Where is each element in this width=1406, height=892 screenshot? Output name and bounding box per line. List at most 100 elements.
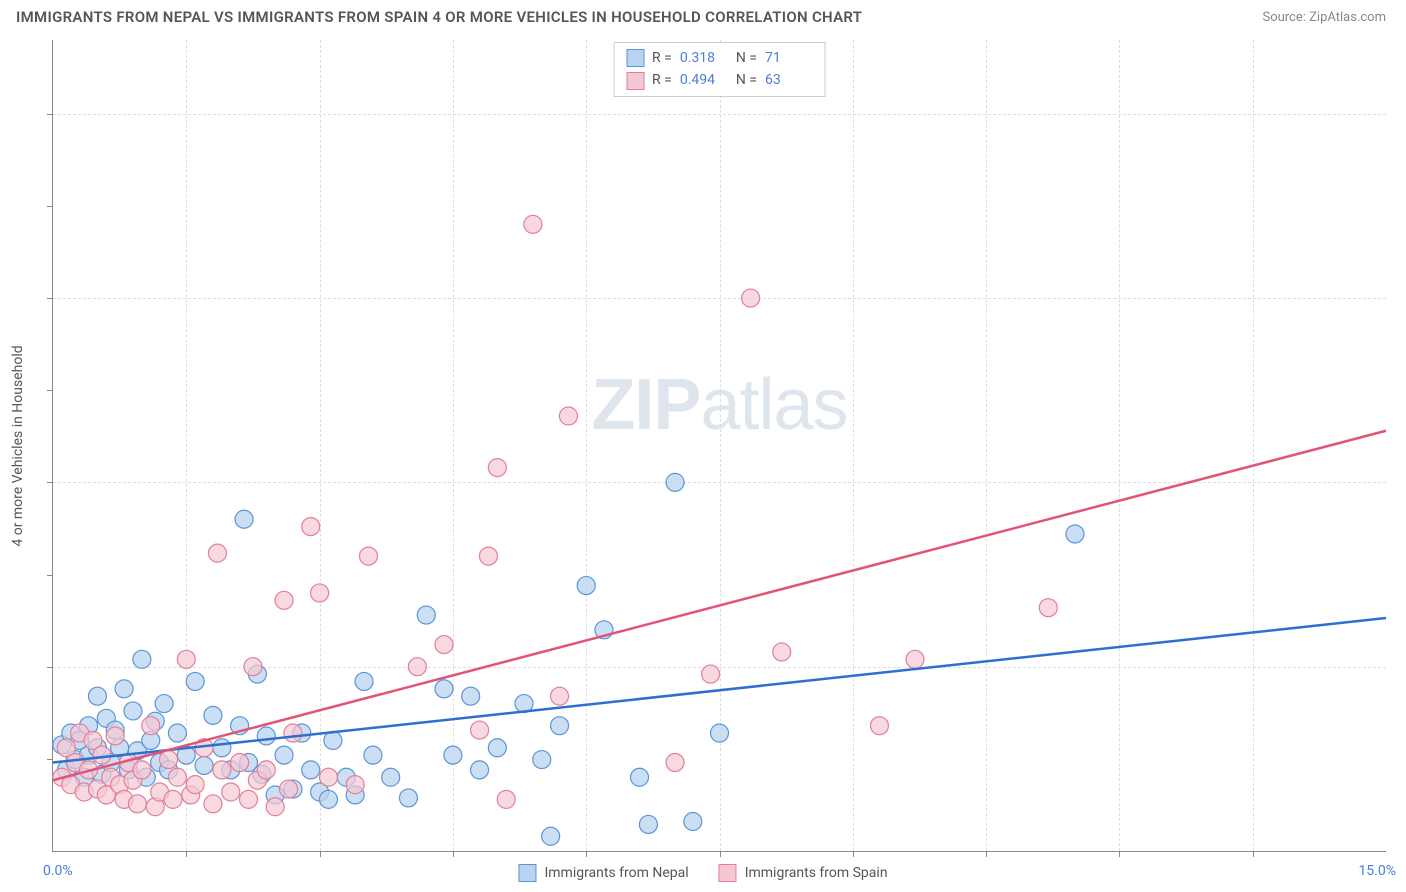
data-point-spain (488, 459, 506, 477)
data-point-nepal (355, 672, 373, 690)
legend-item-nepal: Immigrants from Nepal (518, 864, 688, 882)
data-point-spain (266, 798, 284, 816)
data-point-nepal (1066, 525, 1084, 543)
data-point-spain (128, 795, 146, 813)
data-point-spain (213, 761, 231, 779)
data-point-nepal (319, 790, 337, 808)
data-point-nepal (533, 751, 551, 769)
data-point-spain (346, 776, 364, 794)
data-point-spain (177, 650, 195, 668)
chart-header: IMMIGRANTS FROM NEPAL VS IMMIGRANTS FROM… (0, 0, 1406, 30)
x-tick-min: 0.0% (43, 863, 73, 879)
data-point-nepal (155, 695, 173, 713)
data-point-spain (319, 768, 337, 786)
x-tick-mark (320, 851, 321, 857)
data-point-nepal (168, 724, 186, 742)
data-point-spain (497, 790, 515, 808)
y-tick-label: 12.5% (1396, 659, 1406, 675)
data-point-spain (906, 650, 924, 668)
n-value-spain: 63 (765, 69, 813, 91)
data-point-nepal (444, 746, 462, 764)
n-label: N = (736, 47, 757, 69)
x-tick-mark (1253, 851, 1254, 857)
data-point-nepal (275, 746, 293, 764)
legend-row-spain: R = 0.494 N = 63 (626, 69, 813, 91)
x-tick-mark (853, 851, 854, 857)
data-point-spain (471, 721, 489, 739)
data-point-spain (133, 761, 151, 779)
data-point-spain (168, 768, 186, 786)
data-point-nepal (364, 746, 382, 764)
x-tick-max: 15.0% (1358, 863, 1396, 879)
x-tick-mark (186, 851, 187, 857)
data-point-nepal (684, 813, 702, 831)
data-point-spain (479, 547, 497, 565)
r-value-spain: 0.494 (680, 69, 728, 91)
n-label: N = (736, 69, 757, 91)
data-point-nepal (302, 761, 320, 779)
data-point-spain (208, 544, 226, 562)
y-tick-label: 37.5% (1396, 290, 1406, 306)
scatter-svg (53, 40, 1386, 851)
y-axis-label: 4 or more Vehicles in Household (10, 345, 26, 546)
correlation-legend: R = 0.318 N = 71 R = 0.494 N = 63 (613, 42, 826, 97)
legend-row-nepal: R = 0.318 N = 71 (626, 47, 813, 69)
data-point-nepal (435, 680, 453, 698)
data-point-nepal (204, 706, 222, 724)
data-point-spain (702, 665, 720, 683)
plot-area: ZIPatlas R = 0.318 N = 71 R = 0.494 N = … (52, 40, 1386, 852)
data-point-spain (666, 754, 684, 772)
data-point-spain (311, 584, 329, 602)
x-tick-mark (453, 851, 454, 857)
data-point-spain (559, 407, 577, 425)
data-point-spain (244, 658, 262, 676)
data-point-nepal (115, 680, 133, 698)
legend-label-spain: Immigrants from Spain (745, 865, 888, 881)
swatch-spain-icon (719, 864, 737, 882)
data-point-spain (302, 518, 320, 536)
data-point-spain (551, 687, 569, 705)
data-point-spain (186, 776, 204, 794)
data-point-spain (257, 761, 275, 779)
chart-title: IMMIGRANTS FROM NEPAL VS IMMIGRANTS FROM… (16, 8, 862, 26)
data-point-nepal (488, 739, 506, 757)
data-point-nepal (462, 687, 480, 705)
swatch-spain (626, 72, 644, 90)
data-point-nepal (124, 702, 142, 720)
r-value-nepal: 0.318 (680, 47, 728, 69)
data-point-nepal (631, 768, 649, 786)
data-point-spain (435, 636, 453, 654)
data-point-nepal (711, 724, 729, 742)
x-tick-mark (586, 851, 587, 857)
data-point-nepal (542, 827, 560, 845)
data-point-nepal (666, 473, 684, 491)
data-point-spain (359, 547, 377, 565)
data-point-spain (164, 790, 182, 808)
legend-item-spain: Immigrants from Spain (719, 864, 888, 882)
data-point-nepal (257, 727, 275, 745)
data-point-spain (106, 727, 124, 745)
data-point-spain (524, 215, 542, 233)
chart-source: Source: ZipAtlas.com (1262, 10, 1386, 25)
data-point-spain (93, 746, 111, 764)
data-point-spain (279, 780, 297, 798)
x-tick-mark (986, 851, 987, 857)
x-tick-mark (720, 851, 721, 857)
data-point-nepal (186, 672, 204, 690)
data-point-nepal (417, 606, 435, 624)
data-point-nepal (133, 650, 151, 668)
data-point-spain (408, 658, 426, 676)
data-point-nepal (195, 756, 213, 774)
data-point-nepal (213, 739, 231, 757)
data-point-spain (1039, 599, 1057, 617)
data-point-spain (222, 783, 240, 801)
swatch-nepal (626, 49, 644, 67)
y-tick-label: 25.0% (1396, 474, 1406, 490)
data-point-spain (160, 751, 178, 769)
data-point-spain (142, 717, 160, 735)
data-point-nepal (399, 789, 417, 807)
legend-label-nepal: Immigrants from Nepal (544, 865, 688, 881)
data-point-spain (773, 643, 791, 661)
data-point-nepal (88, 687, 106, 705)
data-point-spain (742, 289, 760, 307)
